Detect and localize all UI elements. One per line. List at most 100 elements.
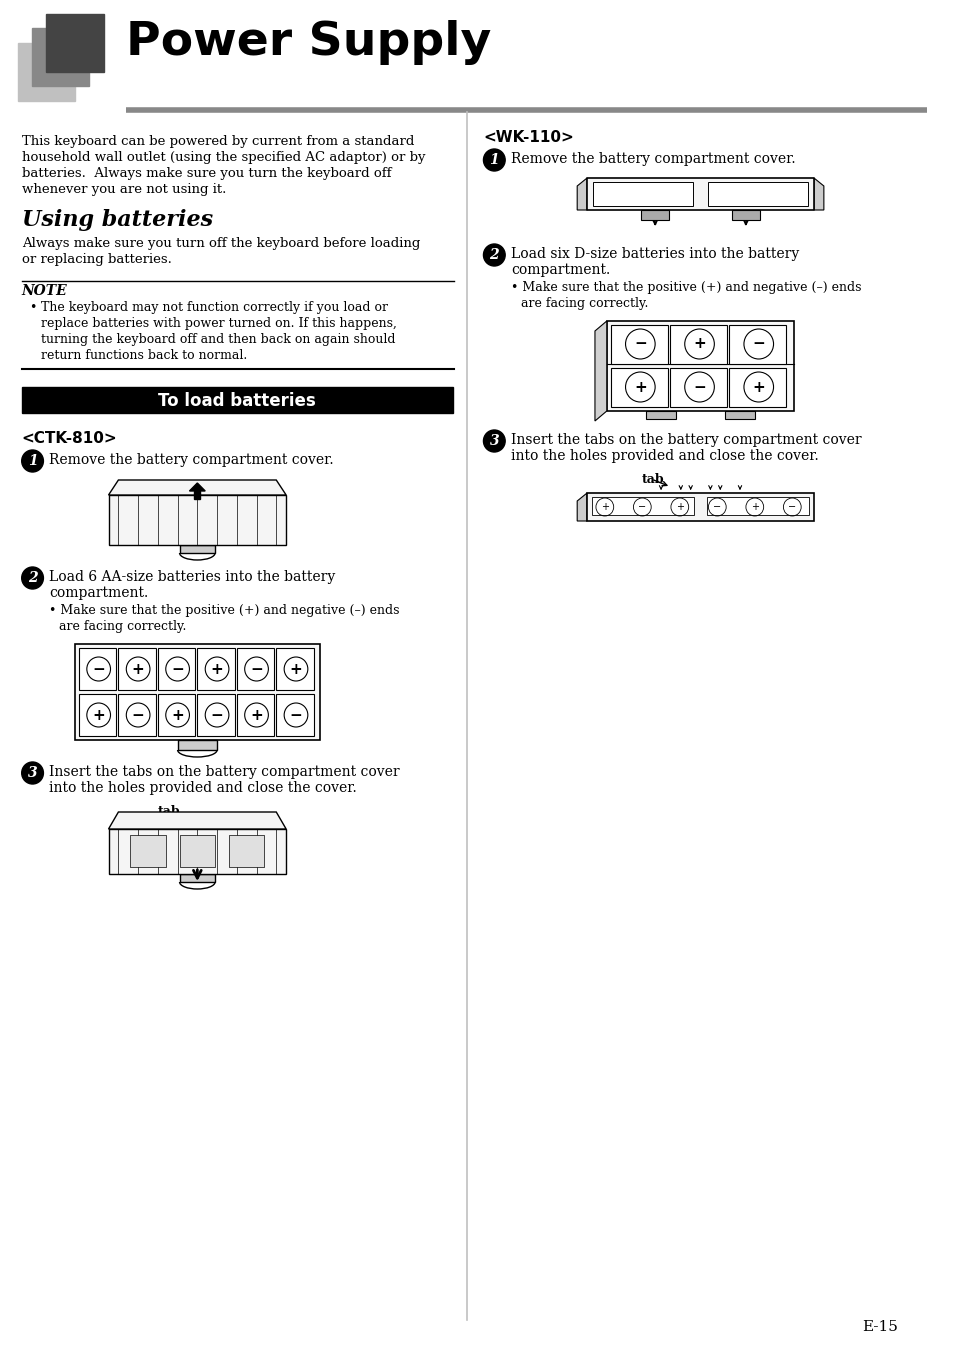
Bar (18, 43, 75, 101)
Bar (731, 210, 759, 220)
Text: +: + (750, 501, 758, 512)
Bar (157, 694, 195, 736)
Text: tab: tab (640, 473, 663, 487)
Bar (610, 325, 667, 364)
Text: are facing correctly.: are facing correctly. (59, 620, 187, 634)
Bar (236, 694, 274, 736)
Text: The keyboard may not function correctly if you load or: The keyboard may not function correctly … (41, 301, 388, 314)
Text: Remove the battery compartment cover.: Remove the battery compartment cover. (511, 152, 795, 166)
Text: 1: 1 (28, 454, 37, 468)
Text: +: + (92, 708, 105, 723)
Bar (47, 13, 104, 71)
Bar (194, 491, 200, 499)
Text: −: − (693, 380, 705, 395)
Bar (179, 874, 214, 882)
Bar (177, 740, 217, 749)
Text: −: − (132, 708, 144, 723)
Bar (109, 829, 286, 874)
Bar (610, 368, 667, 407)
Text: +: + (693, 337, 705, 352)
Bar (276, 648, 314, 690)
Text: tab: tab (157, 805, 180, 818)
Bar (592, 497, 693, 515)
Text: +: + (752, 380, 764, 395)
Text: −: − (290, 708, 302, 723)
Text: Power Supply: Power Supply (126, 20, 491, 65)
Circle shape (22, 762, 44, 785)
Text: 2: 2 (28, 572, 37, 585)
Polygon shape (577, 178, 586, 210)
Text: −: − (92, 662, 105, 677)
Text: Insert the tabs on the battery compartment cover: Insert the tabs on the battery compartme… (50, 766, 399, 779)
Bar (724, 411, 754, 419)
Text: or replacing batteries.: or replacing batteries. (22, 253, 172, 266)
Text: compartment.: compartment. (50, 586, 149, 600)
Text: compartment.: compartment. (511, 263, 610, 276)
Bar (75, 644, 319, 740)
Bar (586, 178, 813, 210)
Text: 2: 2 (489, 248, 498, 262)
Text: −: − (250, 662, 263, 677)
Text: are facing correctly.: are facing correctly. (520, 297, 648, 310)
Text: +: + (250, 708, 263, 723)
Text: −: − (713, 501, 720, 512)
Bar (586, 493, 813, 520)
Text: To load batteries: To load batteries (158, 392, 315, 410)
Text: •: • (30, 301, 37, 314)
Text: household wall outlet (using the specified AC adaptor) or by: household wall outlet (using the specifi… (22, 151, 425, 164)
Text: into the holes provided and close the cover.: into the holes provided and close the co… (50, 780, 356, 795)
Text: 1: 1 (489, 154, 498, 167)
Bar (79, 648, 116, 690)
Text: +: + (290, 662, 302, 677)
Text: • Make sure that the positive (+) and negative (–) ends: • Make sure that the positive (+) and ne… (50, 604, 399, 617)
Bar (593, 182, 692, 206)
Bar (118, 694, 155, 736)
Text: Remove the battery compartment cover.: Remove the battery compartment cover. (50, 453, 334, 466)
Bar (229, 834, 264, 867)
Text: Always make sure you turn off the keyboard before loading: Always make sure you turn off the keyboa… (22, 237, 419, 249)
Bar (669, 325, 726, 364)
Text: <WK-110>: <WK-110> (483, 129, 574, 146)
Bar (236, 648, 274, 690)
Circle shape (483, 150, 505, 171)
Polygon shape (813, 178, 823, 210)
Text: whenever you are not using it.: whenever you are not using it. (22, 183, 226, 195)
Text: +: + (132, 662, 144, 677)
Bar (708, 182, 807, 206)
Text: 3: 3 (489, 434, 498, 448)
Bar (606, 321, 794, 411)
Bar (31, 28, 89, 86)
Text: Load 6 AA-size batteries into the battery: Load 6 AA-size batteries into the batter… (50, 570, 335, 584)
Text: −: − (787, 501, 796, 512)
Circle shape (483, 244, 505, 266)
Bar (79, 694, 116, 736)
Text: +: + (675, 501, 683, 512)
Bar (197, 694, 234, 736)
Bar (669, 368, 726, 407)
Bar (131, 834, 166, 867)
Bar (728, 325, 785, 364)
Text: <CTK-810>: <CTK-810> (22, 431, 117, 446)
Text: −: − (171, 662, 184, 677)
Text: Using batteries: Using batteries (22, 209, 213, 231)
Text: return functions back to normal.: return functions back to normal. (41, 349, 248, 363)
Polygon shape (577, 493, 586, 520)
Text: • Make sure that the positive (+) and negative (–) ends: • Make sure that the positive (+) and ne… (511, 280, 861, 294)
Circle shape (22, 450, 44, 472)
Text: −: − (638, 501, 646, 512)
Text: 3: 3 (28, 766, 37, 780)
Bar (157, 648, 195, 690)
Polygon shape (190, 483, 205, 491)
Bar (640, 210, 668, 220)
Text: +: + (634, 380, 646, 395)
Bar (197, 648, 234, 690)
Text: into the holes provided and close the cover.: into the holes provided and close the co… (511, 449, 818, 462)
Text: batteries.  Always make sure you turn the keyboard off: batteries. Always make sure you turn the… (22, 167, 391, 181)
Bar (707, 497, 808, 515)
Text: +: + (600, 501, 608, 512)
Text: This keyboard can be powered by current from a standard: This keyboard can be powered by current … (22, 135, 414, 148)
Text: E-15: E-15 (862, 1320, 897, 1335)
Bar (645, 411, 675, 419)
Bar (179, 834, 214, 867)
Bar (728, 368, 785, 407)
